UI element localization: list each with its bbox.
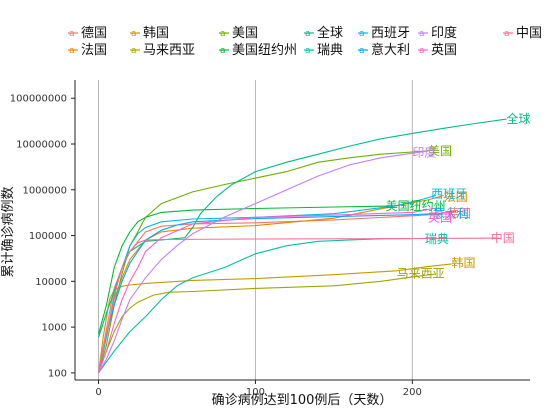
series-line-12 — [97, 237, 499, 374]
series-end-label: 韩国 — [452, 255, 476, 270]
legend-key-glyph: a — [69, 29, 75, 39]
x-tick-label: 200 — [403, 387, 422, 398]
y-tick-label: 10000 — [35, 277, 67, 288]
y-tick-label: 1000 — [42, 323, 67, 334]
legend-entry-label: 西班牙 — [371, 26, 410, 41]
series-end-label: 美国 — [428, 144, 452, 158]
legend-entry-label: 马来西亚 — [143, 43, 195, 58]
grid — [98, 80, 413, 380]
series-end-label: 德国 — [447, 206, 471, 221]
legend-key-glyph: a — [419, 46, 425, 56]
series-line-3 — [97, 273, 436, 374]
series-line-7 — [98, 238, 413, 374]
x-axis-title: 确诊病例达到100例后（天数） — [212, 393, 393, 408]
legend: a 德国 a 法国 a 韩国 a 马来西亚 a 美国 a 美国纽约州 a 全球 a 瑞典 a 西班牙 a 意大利 a 印度… — [68, 25, 542, 58]
series-end-label: 马来西亚 — [397, 266, 445, 280]
series-line-9 — [97, 213, 436, 374]
legend-entry-label: 法国 — [81, 43, 107, 58]
legend-key-glyph: a — [419, 29, 425, 39]
legend-entry-label: 英国 — [431, 43, 457, 58]
legend-entry-label: 中国 — [516, 26, 542, 41]
legend-entry-label: 瑞典 — [317, 43, 343, 58]
legend-entry-label: 美国 — [232, 26, 258, 41]
series-line-5 — [97, 205, 389, 335]
series-line-11 — [97, 207, 437, 374]
legend-key-glyph: a — [131, 29, 137, 39]
y-tick-label: 100000000 — [10, 94, 67, 105]
y-tick-label: 100 — [48, 368, 67, 379]
series-end-label: 西班牙 — [431, 187, 467, 201]
legend-entry-label: 全球 — [317, 25, 343, 41]
axes: 0 100 200 100 1000 10000 100000 1000000 10000000… — [10, 80, 530, 398]
y-tick-label: 100000 — [29, 231, 67, 242]
series-line-4 — [97, 149, 433, 374]
legend-entry-label: 德国 — [81, 26, 107, 41]
series-end-label: 全球 — [506, 111, 530, 126]
legend-key-glyph: a — [220, 29, 226, 39]
series-line-2 — [97, 263, 452, 373]
legend-key-glyph: a — [504, 29, 510, 39]
series-line-10 — [98, 150, 429, 374]
legend-key-glyph: a — [359, 46, 365, 56]
x-tick-label: 0 — [95, 387, 101, 398]
series-end-label: 英国 — [428, 210, 452, 224]
series-end-label: 美国纽约州 — [386, 198, 446, 213]
legend-entry-label: 韩国 — [143, 26, 169, 41]
legend-key-glyph: a — [305, 29, 311, 39]
legend-entry-label: 美国纽约州 — [232, 43, 297, 58]
series-end-label: 法国 — [444, 190, 468, 204]
legend-entry-label: 印度 — [431, 25, 457, 41]
legend-key-glyph: a — [220, 46, 226, 56]
series-end-label: 中国 — [491, 230, 515, 245]
series-end-label: 印度 — [412, 145, 436, 160]
y-tick-label: 10000000 — [16, 140, 67, 151]
legend-key-glyph: a — [305, 46, 311, 56]
series-end-label: 瑞典 — [425, 232, 449, 246]
legend-key-glyph: a — [131, 46, 137, 56]
legend-entry-label: 意大利 — [371, 42, 410, 58]
y-tick-label: 1000000 — [22, 185, 67, 196]
series-layer — [97, 118, 507, 374]
y-axis-title: 累计确诊病例数 — [1, 186, 16, 277]
series-end-label: 意大利 — [433, 206, 469, 221]
legend-key-glyph: a — [69, 46, 75, 56]
legend-key-glyph: a — [359, 29, 365, 39]
x-tick-label: 100 — [246, 387, 265, 398]
